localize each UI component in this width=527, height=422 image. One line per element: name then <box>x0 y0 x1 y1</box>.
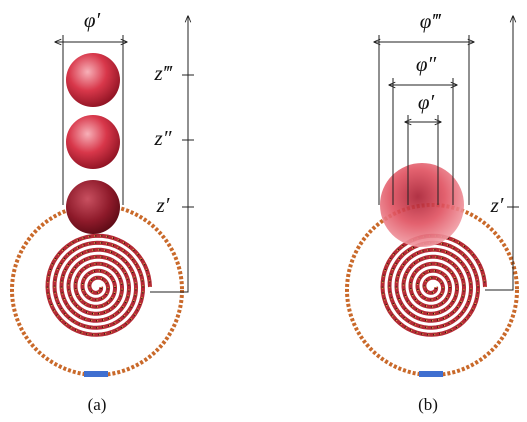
sphere <box>66 180 120 234</box>
height-label: z‴ <box>154 61 173 85</box>
caption: (b) <box>418 395 438 414</box>
diameter-label: φ″ <box>416 52 437 76</box>
caption: (a) <box>88 395 107 414</box>
panel-b: φ‴ φ″ φ′ z′ (b) <box>347 9 519 414</box>
height-axis <box>485 16 513 290</box>
height-label: z″ <box>154 126 172 150</box>
connector <box>84 371 108 377</box>
diameter-label: φ‴ <box>420 9 442 33</box>
spiral-coil <box>48 236 151 335</box>
panel-a: φ′ z‴ z″ z′ (a) <box>12 8 194 414</box>
diameter-label: φ′ <box>84 8 101 32</box>
height-label: z′ <box>156 193 170 217</box>
diameter-label: φ′ <box>418 90 435 114</box>
sphere <box>66 115 120 169</box>
figure: φ′ z‴ z″ z′ (a) φ‴ φ″ φ′ z′ (b) <box>0 0 527 422</box>
connector <box>419 371 443 377</box>
spiral-coil <box>383 236 486 335</box>
height-axis <box>150 16 188 292</box>
height-label: z′ <box>490 193 504 217</box>
sphere <box>66 53 120 107</box>
